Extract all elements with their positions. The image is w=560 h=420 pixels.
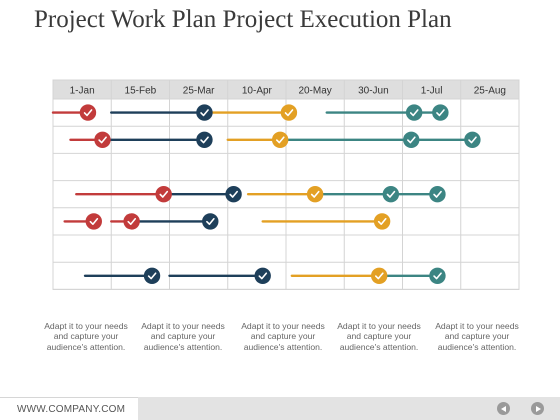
column-label: 1-Jan (70, 86, 95, 97)
milestone-marker (403, 131, 420, 148)
footer-url-box: WWW.COMPANY.COM (0, 397, 138, 420)
checkmark-icon (436, 109, 445, 117)
checkmark-icon (275, 136, 285, 144)
caption-4: Adapt it to your needs and capture your … (337, 321, 421, 352)
caption-3: Adapt it to your needs and capture your … (241, 321, 325, 352)
checkmark-icon (229, 190, 238, 198)
milestone-marker (123, 213, 140, 230)
milestone-marker (382, 186, 400, 203)
checkmark-icon (310, 190, 320, 198)
milestone-marker (429, 186, 446, 203)
column-label: 25-Mar (183, 86, 215, 97)
milestone-marker (373, 213, 391, 230)
caption-5: Adapt it to your needs and capture your … (435, 321, 519, 352)
arrow-right-icon[interactable] (531, 402, 544, 415)
milestone-marker (254, 267, 271, 284)
milestone-marker (405, 104, 423, 121)
milestone-marker (225, 186, 242, 203)
column-label: 15-Feb (125, 86, 157, 97)
checkmark-icon (206, 218, 215, 225)
gantt-chart: 1-Jan 15-Feb 25-Mar 10-Apr 20-May 30-Jun 1-Jul… (51, 79, 520, 290)
caption-2: Adapt it to your needs and capture your … (141, 321, 225, 352)
milestone-marker (143, 267, 161, 284)
checkmark-icon (200, 136, 209, 144)
checkmark-icon (98, 136, 107, 144)
caption-1: Adapt it to your needs and capture your … (44, 321, 128, 352)
checkmark-icon (159, 190, 169, 198)
checkmark-icon (375, 272, 384, 280)
milestone-marker (432, 104, 449, 121)
checkmark-icon (200, 109, 209, 117)
column-label: 25-Aug (474, 86, 506, 97)
checkmark-icon (147, 272, 157, 280)
checkmark-icon (284, 109, 294, 117)
milestone-marker (280, 104, 298, 121)
checkmark-icon (89, 218, 99, 225)
checkmark-icon (409, 109, 419, 117)
milestone-marker (79, 104, 97, 121)
checkmark-icon (433, 272, 442, 280)
checkmark-icon (433, 190, 442, 198)
column-label: 1-Jul (421, 86, 443, 97)
checkmark-icon (386, 190, 396, 198)
milestone-marker (429, 267, 446, 284)
checkmark-icon (468, 136, 477, 144)
milestone-marker (371, 267, 388, 284)
footer-bar: WWW.COMPANY.COM (0, 397, 560, 420)
arrow-left-icon[interactable] (497, 402, 510, 415)
milestone-marker (464, 131, 481, 148)
milestone-marker (155, 186, 172, 203)
column-label: 30-Jun (358, 86, 389, 97)
milestone-marker (85, 213, 102, 230)
milestone-marker (196, 104, 213, 121)
column-label: 20-May (298, 86, 331, 97)
checkmark-icon (83, 109, 93, 117)
milestone-marker (202, 213, 219, 230)
checkmark-icon (258, 272, 268, 280)
checkmark-icon (377, 218, 387, 225)
company-url[interactable]: WWW.COMPANY.COM (17, 404, 126, 415)
milestone-marker (94, 131, 111, 148)
checkmark-icon (407, 136, 416, 144)
milestone-marker (271, 131, 289, 148)
column-label: 10-Apr (242, 86, 273, 97)
milestone-marker (306, 186, 324, 203)
page-title: Project Work Plan Project Execution Plan (34, 6, 452, 33)
checkmark-icon (127, 218, 137, 225)
milestone-marker (196, 131, 213, 148)
